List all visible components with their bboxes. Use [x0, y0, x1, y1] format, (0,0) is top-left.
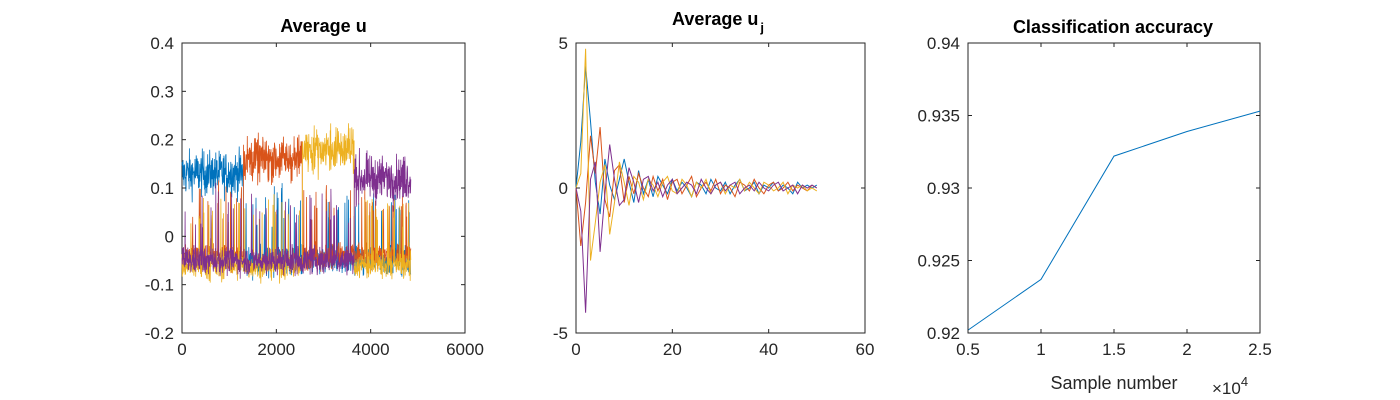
- y-tick-label: 5: [559, 34, 568, 53]
- tick-layer: 0 2000 4000 6000 -0.2 -0.1 0 0.1 0.2 0.3 0.4: [145, 34, 484, 359]
- x-tick-label: 40: [759, 340, 778, 359]
- x-tick-label: 1: [1036, 340, 1045, 359]
- panel-classification-accuracy: Classification accuracy 0.5 1 1.5 2 2.50.920…: [917, 17, 1271, 398]
- y-tick-label: 0.2: [150, 131, 174, 150]
- y-tick-label: 0: [165, 227, 174, 246]
- x-tick-label: 2.5: [1248, 340, 1272, 359]
- y-tick-label: -0.2: [145, 324, 174, 343]
- x-tick-label: 0.5: [956, 340, 980, 359]
- series-line-3: [181, 147, 412, 279]
- x-tick-label: 4000: [352, 340, 390, 359]
- series-line-3: [575, 144, 818, 313]
- x-axis-label: Sample number: [1050, 373, 1177, 393]
- x-tick-label: 2: [1182, 340, 1191, 359]
- plot-area: [575, 42, 866, 334]
- chart-title: Average u: [280, 16, 366, 36]
- x-tick-label: 0: [571, 340, 580, 359]
- y-tick-label: 0.1: [150, 179, 174, 198]
- x-tick-label: 60: [856, 340, 875, 359]
- x-tick-label: 20: [663, 340, 682, 359]
- y-tick-label: 0.92: [927, 324, 960, 343]
- y-tick-label: -0.1: [145, 276, 174, 295]
- series-layer: [181, 123, 412, 284]
- series-line-1: [575, 127, 818, 247]
- y-tick-label: 0.935: [917, 107, 960, 126]
- x-axis-exponent: ×104: [1212, 374, 1248, 398]
- y-tick-label: 0.3: [150, 82, 174, 101]
- series-line-0: [967, 110, 1261, 331]
- series-line-2: [181, 123, 412, 284]
- y-tick-label: 0.4: [150, 34, 174, 53]
- y-tick-label: 0.94: [927, 34, 960, 53]
- series-layer: [575, 48, 818, 313]
- series-layer: [967, 110, 1261, 331]
- x-tick-label: 2000: [257, 340, 295, 359]
- y-tick-label: 0: [559, 179, 568, 198]
- chart-title: Classification accuracy: [1013, 17, 1213, 37]
- tick-layer: 0.5 1 1.5 2 2.5 0.92 0.925 0.93 0.935 0.94: [917, 34, 1271, 359]
- x-tick-label: 0: [177, 340, 186, 359]
- x-tick-label: 6000: [446, 340, 484, 359]
- plot-area: [181, 42, 466, 334]
- y-tick-label: -5: [553, 324, 568, 343]
- plot-area: [967, 42, 1261, 334]
- x-tick-label: 1.5: [1102, 340, 1126, 359]
- panel-average-u: Average u 0 2000 4000 6000 -0.2 -0.1 0 0.1 0.2 0.…: [145, 16, 484, 359]
- y-tick-label: 0.93: [927, 179, 960, 198]
- tick-layer: 0 20 40 60-505: [553, 34, 875, 359]
- y-tick-label: 0.925: [917, 252, 960, 271]
